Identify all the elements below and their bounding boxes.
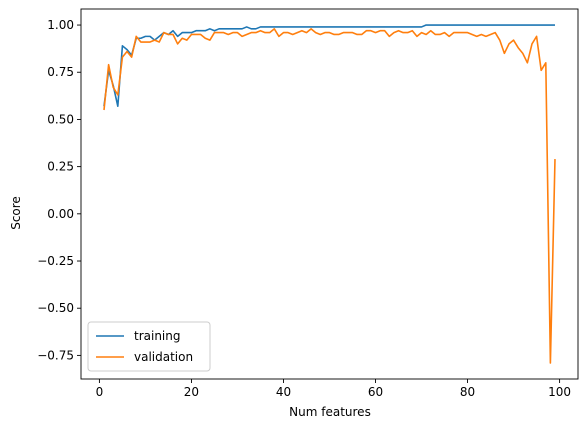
x-tick-label: 60 xyxy=(368,385,383,399)
y-tick-label: −0.25 xyxy=(37,254,74,268)
series-line-training xyxy=(103,24,555,108)
y-tick-label: −0.75 xyxy=(37,348,74,362)
y-tick-label: 0.75 xyxy=(47,65,74,79)
series-line-validation xyxy=(103,28,556,364)
x-tick-label: 100 xyxy=(548,385,571,399)
y-tick-label: −0.50 xyxy=(37,301,74,315)
y-axis-label: Score xyxy=(9,196,23,230)
y-tick-label: 0.50 xyxy=(47,112,74,126)
x-tick-label: 20 xyxy=(184,385,199,399)
y-tick-label: 1.00 xyxy=(47,18,74,32)
x-tick-label: 40 xyxy=(276,385,291,399)
x-axis-label: Num features xyxy=(289,405,371,419)
legend-label-training: training xyxy=(134,329,181,343)
y-tick-label: 0.00 xyxy=(47,207,74,221)
x-tick-label: 0 xyxy=(96,385,104,399)
plot-area-frame xyxy=(80,8,579,380)
y-axis: −0.75 −0.50 −0.25 0.00 0.25 0.50 0.75 1.00 xyxy=(37,18,81,362)
x-tick-label: 80 xyxy=(460,385,475,399)
legend-box xyxy=(87,321,211,372)
x-axis: 0 20 40 60 80 100 xyxy=(96,379,571,399)
legend: training validation xyxy=(87,321,211,372)
plot-lines xyxy=(103,24,556,364)
y-tick-label: 0.25 xyxy=(47,160,74,174)
legend-label-validation: validation xyxy=(134,350,193,364)
